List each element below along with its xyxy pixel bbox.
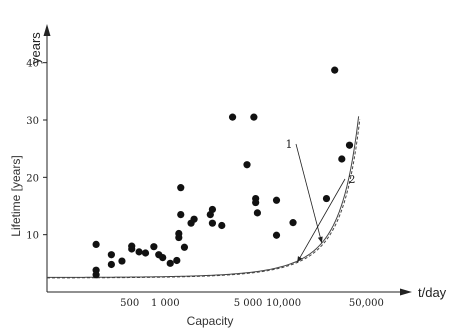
y-tick-label: 10 xyxy=(26,231,39,242)
y-tick-label: 40 xyxy=(26,59,39,70)
data-point xyxy=(272,231,281,239)
data-point xyxy=(159,254,167,262)
data-point xyxy=(208,219,217,227)
data-point xyxy=(92,271,100,279)
data-point xyxy=(150,243,158,251)
data-point xyxy=(252,198,260,207)
data-point xyxy=(272,196,281,204)
data-point xyxy=(177,211,185,219)
data-point xyxy=(107,251,115,259)
data-point xyxy=(331,66,339,74)
data-point xyxy=(107,260,115,269)
data-point xyxy=(190,215,198,223)
data-point xyxy=(128,242,136,250)
annotation-leader-2 xyxy=(296,178,346,263)
data-point xyxy=(322,194,331,203)
data-point xyxy=(208,205,217,214)
annotation-arrowhead-1 xyxy=(317,236,323,243)
data-point xyxy=(218,221,226,230)
data-point xyxy=(141,249,150,257)
trend-curves xyxy=(47,116,361,279)
data-point xyxy=(166,259,174,267)
y-tick-label: 30 xyxy=(26,116,39,127)
data-point xyxy=(118,257,126,265)
data-point xyxy=(180,243,189,251)
y-axis-arrow xyxy=(43,24,51,36)
y-tick-label: 20 xyxy=(26,173,39,184)
data-point xyxy=(289,219,297,227)
annotation-arrowhead-2 xyxy=(297,256,303,263)
x-ticks: 500 1 000 5 000 10,000 50,000 xyxy=(120,298,384,309)
data-point xyxy=(243,161,251,169)
x-tick-label: 500 xyxy=(120,298,139,309)
x-tick-label: 10,000 xyxy=(266,298,301,309)
curve-label-2: 2 xyxy=(349,173,356,186)
trend-curve-2 xyxy=(47,119,361,279)
axes xyxy=(43,24,412,296)
data-points xyxy=(92,66,354,279)
data-point xyxy=(338,155,346,163)
data-point xyxy=(175,233,183,242)
data-point xyxy=(345,141,354,149)
x-axis-arrow xyxy=(400,288,412,296)
data-point xyxy=(228,113,237,121)
y-axis-title: Lifetime [years] xyxy=(9,155,23,236)
data-point xyxy=(250,113,258,121)
data-point xyxy=(135,248,143,256)
data-point xyxy=(253,209,262,217)
trend-curve-1 xyxy=(47,116,360,278)
y-unit-label: years xyxy=(28,32,43,64)
x-axis-title: Capacity xyxy=(187,314,234,328)
curve-label-1: 1 xyxy=(286,138,293,151)
curve-annotations: 12 xyxy=(286,138,356,263)
x-tick-label: 50,000 xyxy=(349,298,384,309)
y-ticks: 10 20 30 40 xyxy=(26,59,47,242)
data-point xyxy=(177,184,185,192)
data-point xyxy=(92,240,100,249)
x-tick-label: 5 000 xyxy=(234,298,263,309)
annotation-leader-1 xyxy=(295,143,323,244)
x-tick-label: 1 000 xyxy=(151,298,180,309)
x-unit-label: t/day xyxy=(418,285,447,300)
data-point xyxy=(173,256,181,265)
